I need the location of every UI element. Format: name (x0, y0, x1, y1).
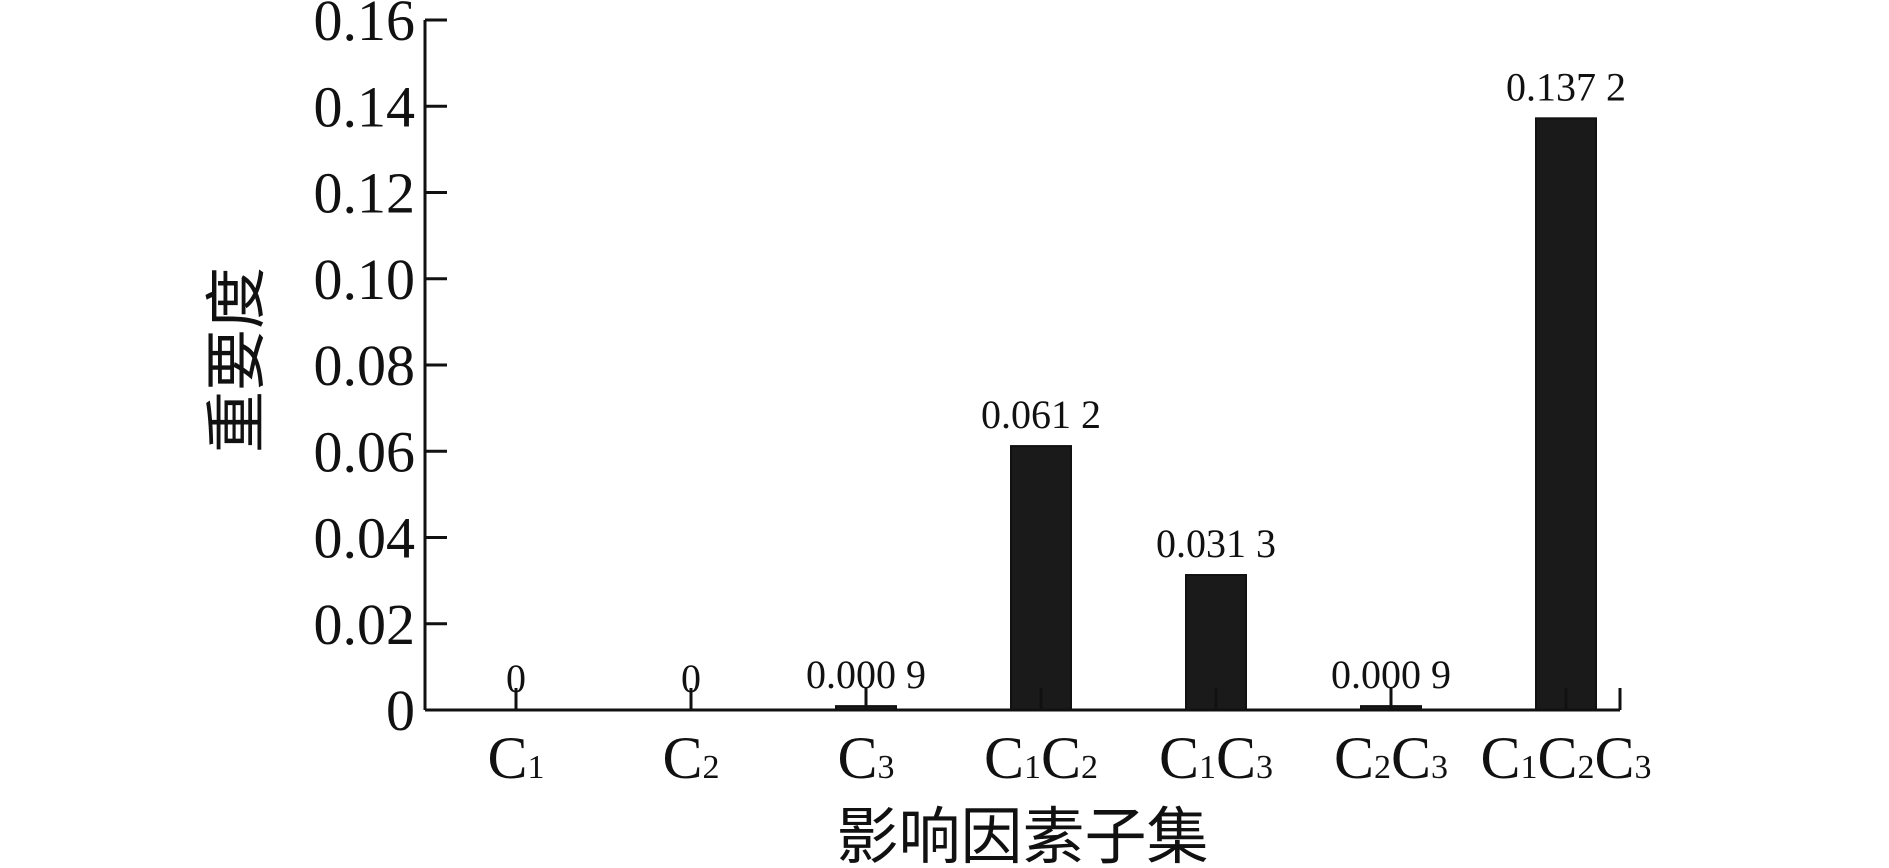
y-tick-label: 0.14 (314, 74, 416, 139)
y-axis-ticks: 0 0.02 0.04 0.06 0.08 0.10 0.12 0.14 0.16 (314, 0, 447, 743)
bar (1535, 117, 1597, 711)
y-tick-label: 0.02 (314, 592, 416, 657)
bar-value-label: 0.031 3 (1156, 521, 1276, 566)
x-tick-label: C2 (662, 725, 719, 791)
y-tick-label: 0.16 (314, 0, 416, 53)
x-tick-label: C1C3 (1159, 725, 1273, 791)
x-axis-title: 影响因素子集 (836, 804, 1208, 868)
y-tick-label: 0.08 (314, 333, 416, 398)
y-axis-title: 重要度 (204, 267, 272, 453)
bar (1185, 574, 1247, 711)
x-tick-label: C1C2C3 (1480, 725, 1651, 791)
bars (835, 117, 1597, 712)
bar-value-label: 0.137 2 (1506, 64, 1626, 109)
bar-value-label: 0.061 2 (981, 392, 1101, 437)
bar (1010, 445, 1072, 711)
bar-value-label: 0 (506, 656, 526, 701)
y-tick-label: 0.06 (314, 419, 416, 484)
y-tick-label: 0.12 (314, 161, 416, 226)
y-tick-label: 0 (386, 678, 415, 743)
x-tick-label: C1 (487, 725, 544, 791)
bar-value-label: 0 (681, 656, 701, 701)
x-tick-label: C3 (837, 725, 894, 791)
y-tick-label: 0.04 (314, 506, 416, 571)
x-axis-tick-labels: C1 C2 C3 C1C2 C1C3 C2C3 C1C2C3 (487, 688, 1652, 791)
x-tick-label: C2C3 (1334, 725, 1448, 791)
x-tick-label: C1C2 (984, 725, 1098, 791)
y-tick-label: 0.10 (314, 247, 416, 312)
